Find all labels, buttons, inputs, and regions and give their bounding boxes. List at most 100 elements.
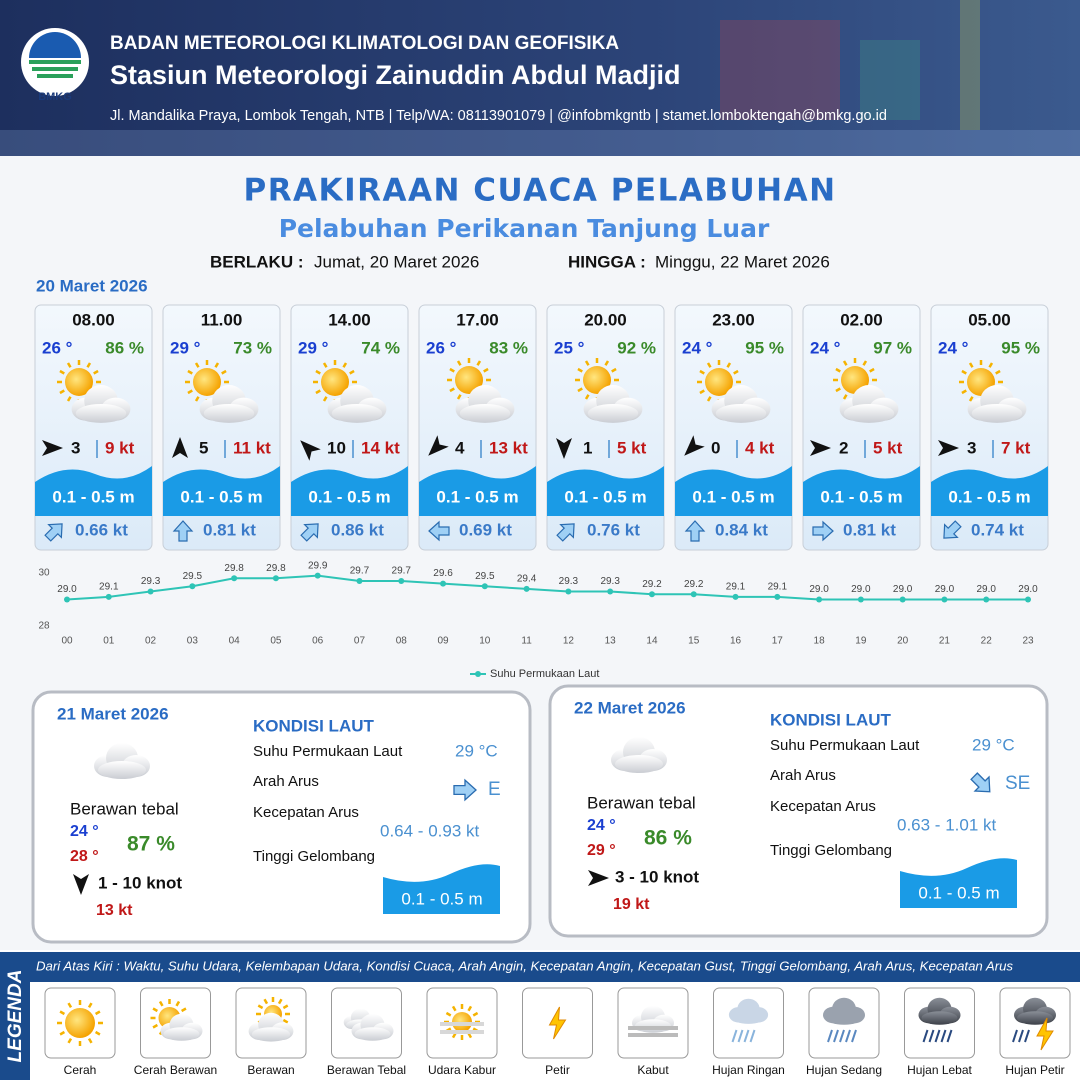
sun-ray [322,396,328,402]
legend-label: Suhu Permukaan Laut [490,668,599,680]
address: Jl. Mandalika Praya, Lombok Tengah, NTB … [110,108,887,124]
legend-description: Dari Atas Kiri : Waktu, Suhu Udara, Kele… [36,958,1013,973]
sun-ray [277,998,283,1005]
legend-item: Hujan Ringan [712,987,785,1077]
card-temperature: 26 ° [42,338,73,357]
x-tick-label: 23 [1022,636,1034,647]
rain-drop [851,1029,857,1043]
card-wave: 0.1 - 0.5 m [692,487,774,506]
sun-ray [349,369,355,375]
rain-drop [928,1029,935,1043]
sun-ray [835,367,841,373]
wind-direction-arrow [428,435,449,456]
forecast-card: 14.00 29 ° 74 % 10 14 kt 0.1 - 0.5 m 0.86 kt [290,304,409,551]
sun-ray [194,362,200,368]
sst-value: 29 °C [972,735,1015,754]
card-wind-speed: 3 [71,438,80,457]
rain-drop [749,1029,756,1043]
sun-ray [94,1030,101,1036]
card-wind-speed: 10 [327,438,346,457]
sun-ray [577,387,583,393]
sun-ray [158,1000,164,1007]
sun-ray [968,396,974,402]
rain-drop [839,1029,845,1043]
cloud-part [826,1011,862,1025]
legend-item-label: Hujan Ringan [712,1063,785,1077]
day-weather: Berawan tebal [70,799,179,818]
card-temperature: 26 ° [426,338,457,357]
card-wave: 0.1 - 0.5 m [564,487,646,506]
current-speed-value: 0.63 - 1.01 kt [897,815,997,834]
card-humidity: 92 % [617,338,656,357]
x-tick-label: 01 [103,636,115,647]
card-gust: 9 kt [105,438,135,457]
data-point [774,593,781,600]
bolt-icon [1036,1017,1054,1051]
sun-ray [456,360,462,366]
cloud-part [587,403,639,423]
x-tick-label: 14 [646,636,658,647]
sun-ray [257,1004,264,1010]
sun-ray [862,360,868,366]
current-direction-arrow [300,523,319,542]
day-temp-max: 29 ° [587,842,616,859]
sun-ray [152,1023,159,1029]
data-point [481,583,488,590]
card-current: 0.81 kt [843,520,896,539]
series-line [66,574,1028,601]
wave-background [900,858,1017,908]
sun-ray [584,394,590,400]
day-temp-max: 28 ° [70,848,99,865]
cloud-part [921,1011,958,1025]
x-tick-label: 13 [605,636,617,647]
rain-drop [934,1029,941,1043]
legend-item-label: Hujan Petir [1005,1063,1064,1077]
card-wave: 0.1 - 0.5 m [180,487,262,506]
sun-ray [472,1011,479,1017]
sun-ray [988,362,994,368]
header-decoration [0,0,1080,156]
card-wind-speed: 0 [711,438,720,457]
wind-direction-arrow [810,440,831,456]
data-label: 29.3 [559,576,579,587]
card-time: 05.00 [968,310,1011,329]
sun-ray [59,1030,66,1036]
legend-item-label: Udara Kabur [428,1063,496,1077]
sun [455,366,483,394]
sun-ray [611,367,617,373]
legend-item-label: Hujan Lebat [907,1063,972,1077]
data-label: 29.3 [600,576,620,587]
data-label: 29.6 [433,568,453,579]
cloud-icon [351,1013,394,1041]
legend-item: Berawan Tebal [327,987,406,1077]
cloud-part [354,1027,391,1041]
sun-ray [87,1002,93,1009]
day-panel: 22 Maret 2026 Berawan tebal 24 ° 29 ° 86 % 3 … [548,684,1049,938]
data-label: 29.9 [308,560,328,571]
data-point [105,593,112,600]
agency-name: BADAN METEOROLOGI KLIMATOLOGI DAN GEOFIS… [110,33,619,54]
card-time: 17.00 [456,310,499,329]
x-tick-label: 20 [897,636,909,647]
validity-to: Minggu, 22 Maret 2026 [655,252,830,271]
rain-drop [833,1029,839,1043]
data-point [1025,596,1031,603]
card-gust: 11 kt [233,438,271,457]
current-speed-value: 0.64 - 0.93 kt [380,821,480,840]
sun-ray [94,1010,101,1016]
legend-banner [30,952,1080,982]
station-name: Stasiun Meteorologi Zainuddin Abdul Madj… [110,60,680,90]
card-time: 23.00 [712,310,755,329]
data-label: 29.8 [224,563,244,574]
legend-item: Cerah Berawan [134,987,217,1077]
x-tick-label: 19 [855,636,867,647]
data-point [440,580,447,587]
rain-drop [743,1029,750,1043]
current-dir-label: Arah Arus [253,773,319,790]
card-temperature: 29 ° [170,338,201,357]
cloud-icon [455,385,515,423]
cloud-icon [839,385,899,423]
sun-ray [66,396,72,402]
